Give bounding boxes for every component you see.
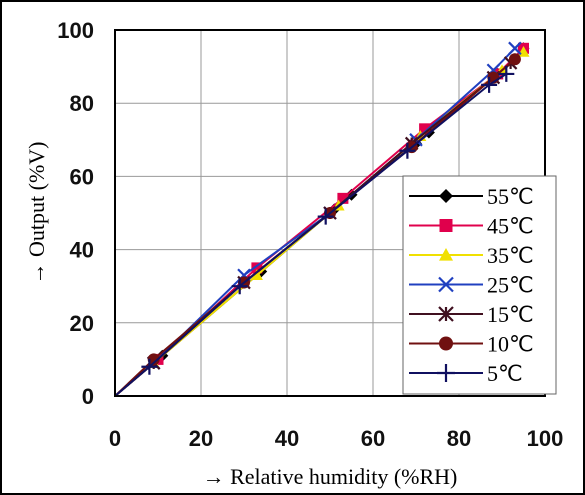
y-tick-label: 60 [70,164,94,189]
data-point [440,219,453,232]
legend-label: 35℃ [487,243,534,268]
x-tick-label: 80 [447,426,471,451]
legend-label: 15℃ [487,302,534,327]
y-tick-label: 40 [70,238,94,263]
data-point [439,337,453,351]
legend-label: 5℃ [487,361,523,386]
legend-label: 55℃ [487,184,534,209]
x-tick-label: 40 [275,426,299,451]
x-tick-label: 60 [361,426,385,451]
legend-label: 10℃ [487,332,534,357]
x-axis-title: → Relative humidity (%RH) [203,464,458,489]
x-tick-label: 20 [189,426,213,451]
y-tick-label: 20 [70,311,94,336]
y-axis-title: → Output (%V) [24,142,49,285]
x-tick-label: 0 [109,426,121,451]
data-point [509,53,521,65]
legend-label: 45℃ [487,214,534,239]
x-tick-label: 100 [527,426,564,451]
legend: 55℃ 45℃ 35℃ 25℃ 15℃ 10℃ 5℃ [403,176,556,394]
legend-label: 25℃ [487,273,534,298]
y-tick-label: 0 [82,384,94,409]
y-tick-label: 80 [70,91,94,116]
y-tick-label: 100 [57,18,94,43]
